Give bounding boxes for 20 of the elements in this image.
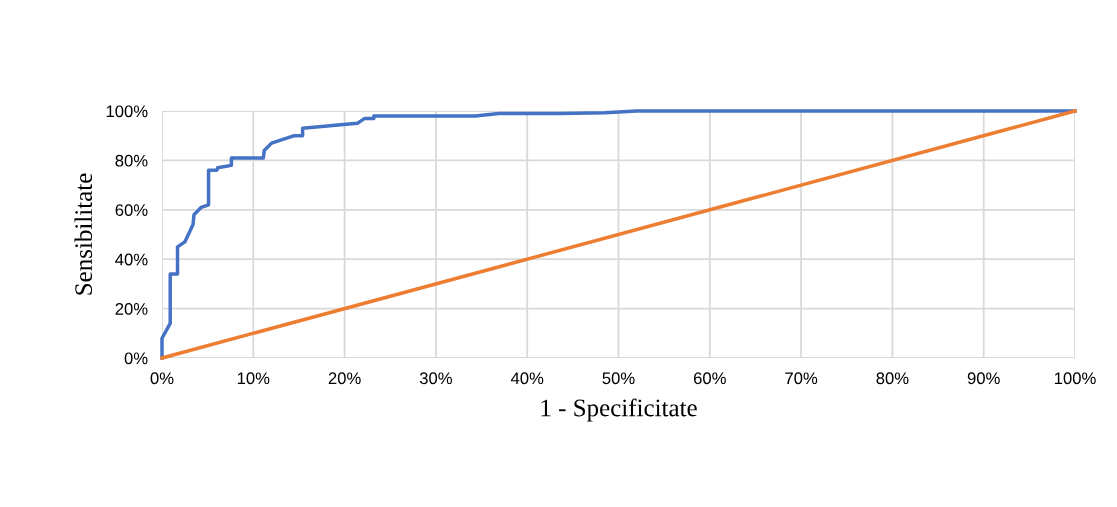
x-tick-label: 100%: [1054, 372, 1096, 385]
x-tick-label: 20%: [328, 372, 361, 385]
y-tick-label: 60%: [115, 204, 148, 216]
y-tick-label: 40%: [115, 253, 148, 266]
y-tick-label: 100%: [106, 105, 148, 118]
x-tick-label: 80%: [876, 372, 909, 385]
x-tick-label: 30%: [419, 372, 452, 385]
x-tick-label: 60%: [693, 372, 726, 385]
line-series: [160, 109, 1077, 360]
x-tick-label: 90%: [967, 372, 1000, 385]
x-tick-label: 40%: [510, 372, 544, 385]
y-tick-label: 80%: [115, 154, 148, 167]
x-tick-label: 70%: [785, 372, 818, 385]
x-tick-label: 0%: [150, 372, 174, 385]
x-tick-label: 10%: [237, 372, 270, 385]
y-tick-label: 20%: [115, 303, 148, 315]
x-tick-label: 50%: [602, 372, 635, 385]
x-axis-title: 1 - Specificitate: [541, 398, 697, 422]
y-axis-title: Sensibilitate: [74, 173, 93, 295]
y-tick-label: 0%: [124, 352, 148, 365]
